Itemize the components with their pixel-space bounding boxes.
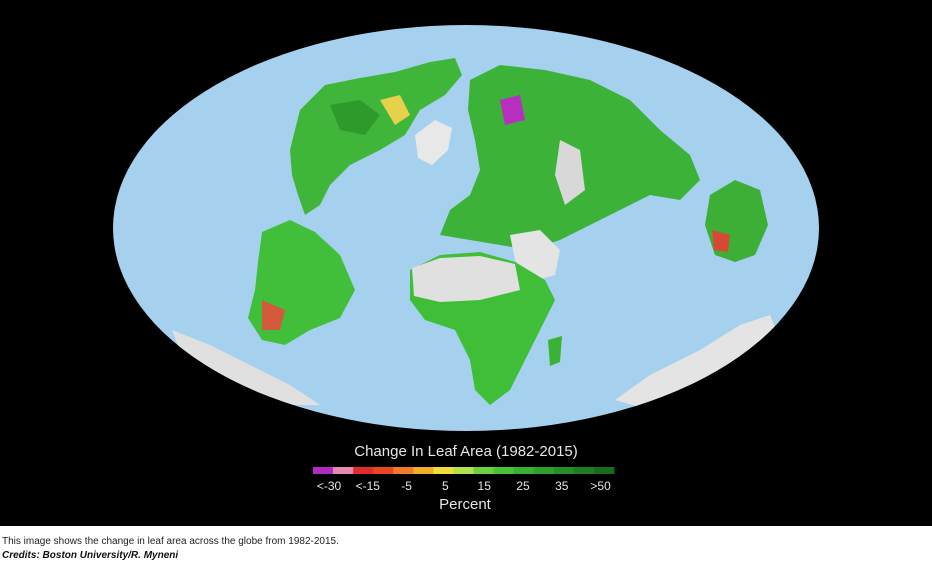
credits: Credits: Boston University/R. Myneni xyxy=(2,550,179,561)
legend-label: >50 xyxy=(590,479,611,493)
legend-label: 25 xyxy=(516,479,530,493)
legend-swatch xyxy=(553,467,575,474)
legend-swatch xyxy=(353,467,374,474)
legend-swatch xyxy=(573,467,595,474)
legend-title: Change In Leaf Area (1982-2015) xyxy=(354,443,578,460)
legend-label: <-30 xyxy=(317,479,342,493)
legend-label: 15 xyxy=(478,479,492,493)
map-image: Change In Leaf Area (1982-2015) <-30 <-15… xyxy=(0,0,932,526)
legend-swatch xyxy=(473,467,495,474)
legend-label: 35 xyxy=(555,479,569,493)
legend-swatch xyxy=(533,467,555,474)
legend-swatch xyxy=(513,467,535,474)
legend-swatch xyxy=(373,467,394,474)
caption: This image shows the change in leaf area… xyxy=(2,536,339,547)
legend-label: -5 xyxy=(401,479,412,493)
legend-swatch xyxy=(393,467,414,474)
world-map: Change In Leaf Area (1982-2015) <-30 <-15… xyxy=(113,25,819,513)
legend-swatch xyxy=(313,467,334,474)
legend-swatch xyxy=(333,467,354,474)
legend-swatch xyxy=(493,467,515,474)
legend-label: 5 xyxy=(442,479,449,493)
legend-swatch xyxy=(433,467,454,474)
legend-swatch xyxy=(453,467,475,474)
legend-label: <-15 xyxy=(356,479,381,493)
legend-swatch xyxy=(593,467,615,474)
legend-scale xyxy=(313,467,615,474)
legend-swatch xyxy=(413,467,434,474)
legend-labels: <-30 <-15 -5 5 15 25 35 >50 xyxy=(317,479,611,493)
legend-unit: Percent xyxy=(439,496,492,513)
